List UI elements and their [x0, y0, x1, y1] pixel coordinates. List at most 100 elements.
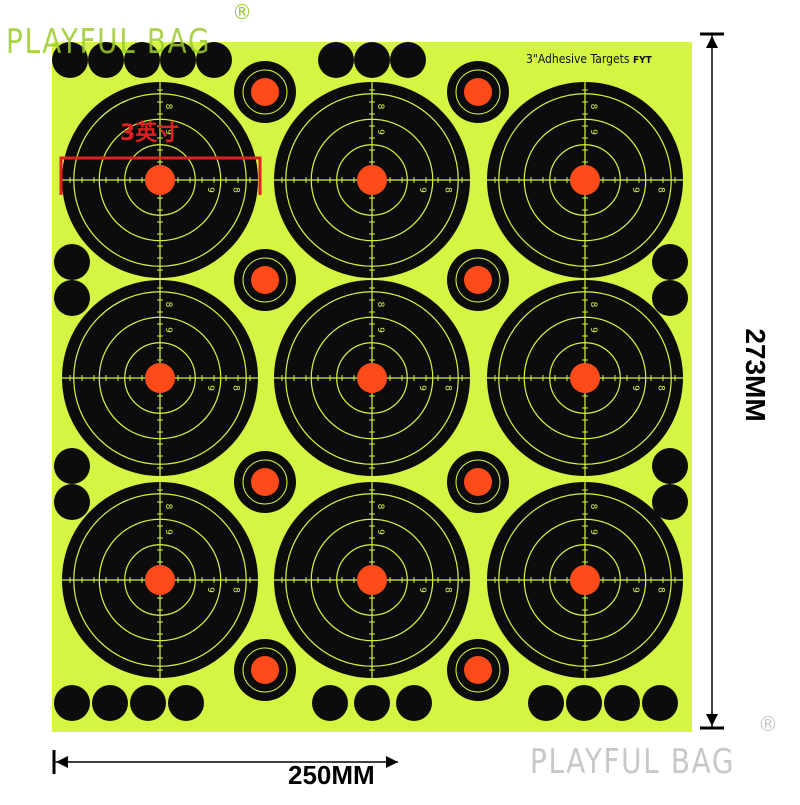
bullseye: [357, 363, 387, 393]
small-target-ring: [455, 459, 501, 505]
ring-score-label: 8: [375, 504, 385, 510]
height-dimension-label: 273MM: [740, 328, 771, 422]
paster-dot: [318, 42, 354, 78]
sheet-title: 3"Adhesive Targets FYT: [526, 52, 652, 66]
paster-dot: [54, 685, 90, 721]
ring-score-label: 9: [375, 529, 385, 535]
paster-dot: [52, 42, 88, 78]
bullseye: [570, 363, 600, 393]
paster-dot: [642, 685, 678, 721]
bullseye: [570, 565, 600, 595]
brand-watermark-bottom: PLAYFUL BAG: [530, 742, 736, 782]
width-dimension-arrow: [52, 750, 398, 774]
bullseye: [357, 165, 387, 195]
paster-dot: [54, 448, 90, 484]
bullseye: [357, 565, 387, 595]
small-target: [234, 61, 296, 123]
small-target-ring: [455, 257, 501, 303]
large-target: 8 9 8 9: [62, 280, 258, 476]
width-dimension-label: 250MM: [288, 760, 375, 790]
paster-dot: [528, 685, 564, 721]
ring-score-label: 8: [588, 504, 598, 510]
small-target: [234, 249, 296, 311]
small-target: [447, 249, 509, 311]
paster-dot: [354, 42, 390, 78]
paster-dot: [652, 280, 688, 316]
bullseye: [145, 165, 175, 195]
small-target: [234, 639, 296, 701]
large-target: 8 9 8 9: [274, 82, 470, 278]
paster-dot: [652, 244, 688, 280]
small-bullseye: [464, 78, 492, 106]
brand-watermark-top: PLAYFUL BAG: [6, 22, 212, 62]
paster-dot: [88, 42, 124, 78]
ring-score-label: 8: [163, 504, 173, 510]
paster-dot: [124, 42, 160, 78]
height-arrowhead: [706, 714, 718, 726]
paster-dot: [354, 685, 390, 721]
ring-score-label: 9: [630, 187, 640, 193]
ring-score-label: 9: [588, 327, 598, 333]
sheet-title-text: 3"Adhesive Targets: [526, 52, 630, 66]
ring-score-label: 9: [417, 187, 427, 193]
ring-score-label: 8: [588, 104, 598, 110]
ring-score-label: 9: [630, 587, 640, 593]
paster-dot: [652, 484, 688, 520]
width-arrowhead: [386, 756, 398, 768]
small-bullseye: [251, 266, 279, 294]
ring-score-label: 9: [375, 129, 385, 135]
large-target: 8 9 8 9: [62, 482, 258, 678]
height-arrowhead: [706, 36, 718, 48]
small-target-ring: [242, 647, 288, 693]
ring-score-label: 9: [205, 385, 215, 391]
paster-dot: [390, 42, 426, 78]
large-target: 8 9 8 9: [487, 280, 683, 476]
large-target: 8 9 8 9: [487, 82, 683, 278]
small-target-ring: [242, 69, 288, 115]
ring-score-label: 8: [163, 302, 173, 308]
paster-dot: [160, 42, 196, 78]
ring-score-label: 8: [231, 187, 241, 193]
paster-dot: [196, 42, 232, 78]
large-target: 8 9 8 9: [274, 482, 470, 678]
ring-score-label: 9: [375, 327, 385, 333]
small-target: [447, 61, 509, 123]
ring-score-label: 9: [205, 187, 215, 193]
small-target-ring: [455, 69, 501, 115]
width-arrowhead: [56, 756, 68, 768]
small-target-ring: [242, 257, 288, 303]
large-target: 8 9 8 9: [62, 82, 258, 278]
large-target: 8 9 8 9: [274, 280, 470, 476]
ring-score-label: 9: [163, 529, 173, 535]
ring-score-label: 8: [375, 104, 385, 110]
ring-score-label: 9: [588, 529, 598, 535]
ring-score-label: 8: [375, 302, 385, 308]
small-bullseye: [464, 266, 492, 294]
paster-dot: [652, 448, 688, 484]
small-target: [234, 451, 296, 513]
ring-score-label: 9: [205, 587, 215, 593]
small-bullseye: [464, 468, 492, 496]
ring-score-label: 8: [231, 385, 241, 391]
paster-dot: [54, 280, 90, 316]
paster-dot: [168, 685, 204, 721]
ring-score-label: 8: [656, 187, 666, 193]
bullseye: [570, 165, 600, 195]
paster-dot: [566, 685, 602, 721]
paster-dot: [130, 685, 166, 721]
registered-mark-bottom: ®: [758, 712, 778, 736]
registered-mark-top: ®: [232, 0, 252, 24]
height-dimension-arrow: [700, 32, 724, 730]
ring-score-label: 8: [443, 187, 453, 193]
ring-score-label: 8: [443, 385, 453, 391]
ring-score-label: 8: [163, 104, 173, 110]
ring-score-label: 8: [443, 587, 453, 593]
paster-dot: [312, 685, 348, 721]
small-target: [447, 451, 509, 513]
ring-score-label: 9: [163, 129, 173, 135]
large-target: 8 9 8 9: [487, 482, 683, 678]
ring-score-label: 8: [588, 302, 598, 308]
small-bullseye: [251, 78, 279, 106]
